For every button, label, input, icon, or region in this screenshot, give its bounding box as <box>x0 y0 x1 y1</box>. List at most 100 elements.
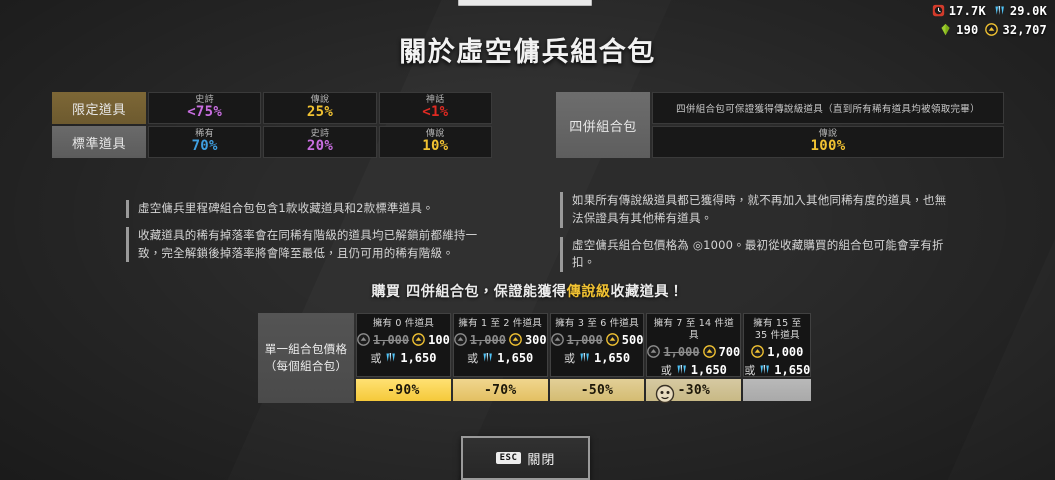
price-or-label: 或 <box>370 351 382 365</box>
gem-icon <box>939 23 952 36</box>
rarity-cell: 史詩 20% <box>263 126 377 158</box>
headline-prefix: 購買 四併組合包，保證能獲得 <box>371 284 567 300</box>
price-or-label: 或 <box>563 351 575 365</box>
gold-coin-icon <box>357 333 370 347</box>
hud-value-rift-shard: 29.0K <box>1009 3 1047 18</box>
rarity-name: 史詩 <box>310 128 330 139</box>
discount-badge <box>743 379 812 401</box>
merged-pack-label: 四併組合包 <box>556 92 650 158</box>
gold-coin-icon <box>647 345 661 359</box>
hud-item-timer: 17.7K <box>932 4 986 18</box>
headline-suffix: 收藏道具！ <box>610 284 684 300</box>
price-line-primary: 1,000 <box>751 345 803 359</box>
discount-badge: -50% <box>549 379 645 401</box>
price-alt-value: 1,650 <box>593 350 631 365</box>
price-column-0[interactable]: 擁有 0 件道具 1,000 100 或 1,650 -90% <box>356 313 451 403</box>
price-or-label: 或 <box>744 363 756 377</box>
price-column-2[interactable]: 擁有 3 至 6 件道具 1,000 500 或 1,650 -50% <box>549 313 645 403</box>
price-or-label: 或 <box>660 363 672 377</box>
page-title: 關於虛空傭兵組合包 <box>399 37 656 68</box>
rarity-name: 傳說 <box>818 128 838 139</box>
price-box: 擁有 0 件道具 1,000 100 或 1,650 <box>356 313 451 377</box>
price-line-alt: 或 1,650 <box>661 362 727 378</box>
merged-pack-row: 四併組合包 四併組合包可保證獲得傳說級道具（直到所有稀有道具均被領取完畢） 傳說… <box>556 92 1004 158</box>
hud-value-gold: 32,707 <box>1002 22 1047 37</box>
price-old-value: 1,000 <box>469 332 506 347</box>
rarity-cell: 史詩 <75% <box>148 92 262 124</box>
note-accent-bar <box>560 192 563 228</box>
note-text: 如果所有傳說級道具都已獲得時，就不再加入其他同稀有度的道具，也無法保證具有其他稀… <box>572 193 947 225</box>
price-column-header: 擁有 15 至 35 件道具 <box>753 318 802 341</box>
price-value: 1,000 <box>767 344 804 359</box>
price-column-header: 擁有 3 至 6 件道具 <box>555 318 639 329</box>
rarity-name: 傳說 <box>425 128 445 139</box>
price-old-value: 1,000 <box>566 332 603 347</box>
rarity-cell: 傳說 10% <box>378 126 492 158</box>
rift-shard-icon <box>384 351 397 364</box>
price-value: 300 <box>524 332 547 347</box>
price-or-label: 或 <box>467 351 479 365</box>
gold-coin-icon <box>985 23 999 36</box>
price-line-alt: 或 1,650 <box>467 350 533 366</box>
price-alt-value: 1,650 <box>690 362 727 377</box>
rarity-cell: 傳說 100% <box>652 126 1004 158</box>
price-column-3[interactable]: 擁有 7 至 14 件道具 1,000 700 或 1,650 -30% <box>646 313 742 403</box>
hud-item-gold: 32,707 <box>985 23 1047 37</box>
gold-coin-icon <box>605 333 619 347</box>
price-old-value: 1,000 <box>373 332 410 347</box>
gold-coin-icon <box>509 333 522 347</box>
note-item: 虛空傭兵里程碑組合包包含1款收藏道具和2款標準道具。 <box>126 200 488 218</box>
price-value: 700 <box>718 344 741 359</box>
headline-highlight: 傳說級 <box>566 284 611 300</box>
price-line-alt: 或 1,650 <box>744 362 810 378</box>
price-value: 500 <box>621 332 644 347</box>
hud-value-gem: 190 <box>956 22 979 37</box>
price-box: 擁有 7 至 14 件道具 1,000 700 或 1,650 <box>646 313 742 378</box>
mouse-cursor <box>654 383 676 405</box>
price-column-1[interactable]: 擁有 1 至 2 件道具 1,000 300 或 1,650 -70% <box>452 313 548 403</box>
price-value: 100 <box>428 332 450 347</box>
price-line-primary: 1,000 300 <box>453 332 547 347</box>
notes-left: 虛空傭兵里程碑組合包包含1款收藏道具和2款標準道具。 收藏道具的稀有掉落率會在同… <box>126 200 488 263</box>
note-accent-bar <box>560 236 563 273</box>
rarity-name: 神話 <box>425 94 445 105</box>
rarity-percent: <1% <box>422 104 449 121</box>
price-line-primary: 1,000 500 <box>550 332 644 347</box>
rarity-cell: 神話 <1% <box>378 92 492 124</box>
price-table-row-label: 單一組合包價格 （每個組合包） <box>258 313 354 403</box>
rarity-percent: 70% <box>191 138 218 155</box>
top-tab-strip[interactable] <box>458 0 592 6</box>
price-old-value: 1,000 <box>663 344 700 359</box>
rift-shard-icon <box>578 351 591 364</box>
price-box: 擁有 3 至 6 件道具 1,000 500 或 1,650 <box>549 313 645 377</box>
note-item: 虛空傭兵組合包價格為 ◎1000。最初從收藏購買的組合包可能會享有折扣。 <box>560 236 950 273</box>
note-item: 如果所有傳說級道具都已獲得時，就不再加入其他同稀有度的道具，也無法保證具有其他稀… <box>560 192 950 228</box>
close-button-label: 關閉 <box>527 452 556 468</box>
price-column-header: 擁有 0 件道具 <box>372 318 434 329</box>
price-line-alt: 或 1,650 <box>370 350 436 366</box>
rarity-row-limited: 限定道具 史詩 <75% 傳說 25% 神話 <1% <box>52 92 492 124</box>
merged-pack-note: 四併組合包可保證獲得傳說級道具（直到所有稀有道具均被領取完畢） <box>652 92 1004 124</box>
timer-icon <box>932 4 945 17</box>
rarity-table-left: 限定道具 史詩 <75% 傳說 25% 神話 <1% 標準道具 稀有 70% 史… <box>52 92 492 158</box>
hud-item-gem: 190 <box>939 23 978 37</box>
close-button[interactable]: ESC 關閉 <box>461 436 590 480</box>
price-label-line1: 單一組合包價格 <box>264 342 348 357</box>
note-accent-bar <box>126 200 129 218</box>
rarity-cell: 稀有 70% <box>148 126 262 158</box>
rarity-percent: 10% <box>422 138 449 155</box>
price-alt-value: 1,650 <box>400 350 437 365</box>
discount-badge: -90% <box>356 379 451 401</box>
rarity-row-standard: 標準道具 稀有 70% 史詩 20% 傳說 10% <box>52 126 492 158</box>
gold-coin-icon <box>412 333 425 347</box>
price-line-primary: 1,000 700 <box>647 345 740 359</box>
price-column-header: 擁有 1 至 2 件道具 <box>458 318 542 329</box>
hud-item-rift-shard: 29.0K <box>993 4 1047 18</box>
rarity-percent: 100% <box>810 138 846 155</box>
price-column-4[interactable]: 擁有 15 至 35 件道具 1,000 或 1,650 <box>743 313 812 403</box>
rarity-name: 傳說 <box>310 94 330 105</box>
esc-keycap: ESC <box>495 452 522 464</box>
note-item: 收藏道具的稀有掉落率會在同稀有階級的道具均已解鎖前都維持一致，完全解鎖後掉落率將… <box>126 226 488 263</box>
discount-badge: -70% <box>452 379 548 401</box>
